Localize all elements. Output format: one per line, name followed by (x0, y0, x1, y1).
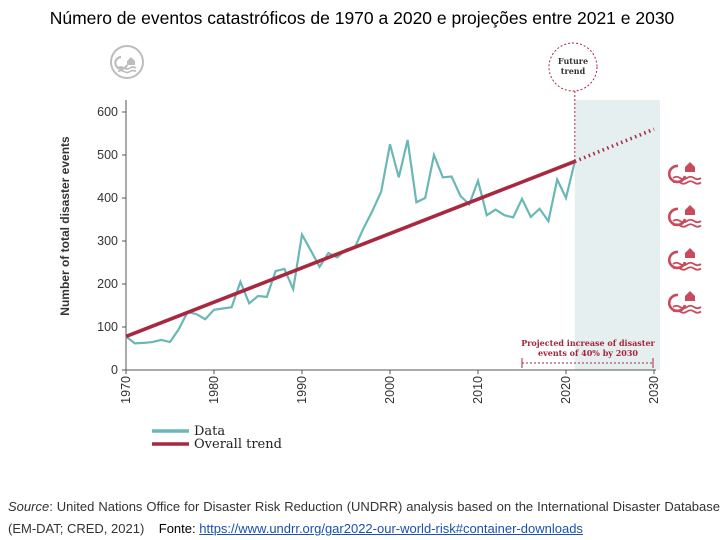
y-tick-label: 200 (97, 277, 118, 291)
x-tick-label: 2020 (559, 376, 573, 404)
hazard-icon (667, 205, 702, 228)
x-tick-label: 2030 (647, 376, 661, 404)
disaster-events-chart: 0 100 200 300 400 500 600 1970 1980 1990 2000 2010… (58, 42, 702, 452)
hazard-icon-wave (672, 266, 702, 271)
hazard-icon-house (685, 248, 695, 258)
hazard-icon-house (685, 162, 695, 172)
y-tick-label: 400 (97, 191, 118, 205)
future-shaded-region (574, 100, 660, 370)
hazard-icon (667, 248, 702, 271)
projection-note-line: Projected increase of disaster (521, 338, 655, 348)
hazard-icon (667, 291, 702, 314)
page-title: Número de eventos catastróficos de 1970 … (49, 8, 675, 28)
hazard-icon (110, 45, 144, 79)
source-label: Source (8, 499, 50, 514)
fonte-link[interactable]: https://www.undrr.org/gar2022-our-world-… (199, 521, 583, 536)
series-line-data (125, 139, 576, 345)
x-tick-labels: 1970 1980 1990 2000 2010 2020 2030 (119, 376, 661, 404)
series-line-overall-trend (125, 159, 576, 339)
y-tick-label: 500 (97, 148, 118, 162)
hazard-icon-wave (672, 175, 702, 181)
legend-label-data: Data (194, 424, 225, 439)
y-axis-label: Number of total disaster events (58, 136, 72, 316)
x-tick-label: 1980 (207, 376, 221, 404)
y-tick-label: 600 (97, 105, 118, 119)
trend-projection-line (574, 127, 655, 164)
source-text: : United Nations Office for Disaster Ris… (8, 499, 720, 536)
y-tick-labels: 0 100 200 300 400 500 600 (97, 105, 118, 377)
y-tick-label: 100 (97, 320, 118, 334)
source-note: Source: United Nations Office for Disast… (8, 496, 720, 540)
axes (122, 100, 656, 374)
fonte-label: Fonte: (158, 521, 196, 536)
x-tick-label: 1990 (295, 376, 309, 404)
hazard-icon-wave (672, 309, 702, 314)
hazard-icon-wave (672, 304, 702, 310)
projection-note-line: events of 40% by 2030 (538, 348, 638, 358)
x-tick-label: 1970 (119, 376, 133, 404)
x-tick-label: 2000 (383, 376, 397, 404)
y-tick-label: 0 (111, 363, 118, 377)
future-trend-badge (548, 42, 598, 92)
legend-label-overall-trend: Overall trend (194, 437, 282, 452)
side-hazard-icons (667, 162, 702, 314)
hazard-icon-house (685, 205, 695, 215)
x-tick-label: 2010 (471, 376, 485, 404)
hazard-icon-wave (672, 261, 702, 267)
legend: Data Overall trend (152, 424, 282, 452)
y-tick-label: 300 (97, 234, 118, 248)
hazard-icon (667, 162, 702, 185)
hazard-icon-wave (672, 180, 702, 185)
hazard-icon-wave (672, 218, 702, 224)
future-trend-label: Future trend (558, 56, 588, 76)
hazard-icon-wave (672, 223, 702, 228)
hazard-icon-house (685, 291, 695, 301)
